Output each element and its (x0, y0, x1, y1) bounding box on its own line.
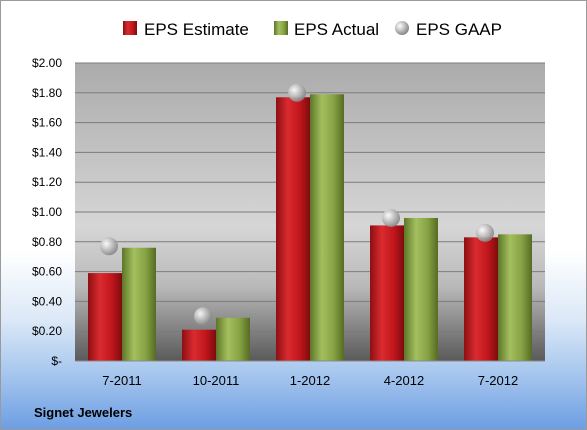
bar-eps-actual-4-2012 (404, 217, 438, 361)
y-tick-label: $0.60 (32, 265, 62, 279)
x-tick-label: 7-2011 (102, 373, 142, 388)
y-tick-label: $0.20 (32, 324, 62, 338)
y-tick-label: $1.00 (32, 205, 62, 219)
marker-eps-gaap-1-2012 (288, 83, 306, 102)
legend: EPS Estimate EPS Actual EPS GAAP (123, 20, 502, 39)
bar-eps-estimate-10-2011 (182, 329, 216, 361)
legend-item-eps-actual: EPS Actual (274, 20, 379, 39)
y-tick-label: $0.40 (32, 294, 62, 308)
legend-item-eps-gaap: EPS GAAP (395, 20, 502, 39)
marker-eps-gaap-7-2012 (476, 223, 494, 242)
bar-eps-estimate-7-2012 (464, 237, 498, 361)
bar-eps-estimate-1-2012 (276, 97, 310, 362)
marker-eps-gaap-4-2012 (382, 208, 400, 227)
x-tick-label: 10-2011 (193, 373, 240, 388)
company-name: Signet Jewelers (34, 405, 132, 420)
marker-eps-gaap-10-2011 (194, 307, 212, 326)
y-tick-label: $1.20 (32, 175, 62, 189)
legend-item-eps-estimate: EPS Estimate (123, 20, 249, 39)
y-tick-label: $0.80 (32, 235, 62, 249)
legend-swatch-eps-gaap (395, 21, 409, 35)
bar-eps-actual-1-2012 (310, 94, 344, 361)
legend-label-eps-estimate: EPS Estimate (144, 20, 249, 39)
bar-eps-actual-10-2011 (216, 317, 250, 361)
bar-eps-estimate-4-2012 (370, 225, 404, 361)
x-tick-label: 7-2012 (478, 373, 518, 388)
bar-eps-actual-7-2012 (498, 234, 532, 361)
y-tick-label: $- (51, 354, 62, 368)
legend-label-eps-actual: EPS Actual (294, 20, 379, 39)
y-tick-label: $1.60 (32, 116, 62, 130)
y-tick-label: $1.80 (32, 86, 62, 100)
y-tick-label: $2.00 (32, 56, 62, 70)
y-tick-label: $1.40 (32, 145, 62, 159)
legend-label-eps-gaap: EPS GAAP (416, 20, 502, 39)
legend-swatch-eps-actual (274, 21, 288, 35)
legend-swatch-eps-estimate (123, 21, 137, 35)
x-tick-label: 1-2012 (290, 373, 330, 388)
x-tick-label: 4-2012 (384, 373, 424, 388)
bar-eps-actual-7-2011 (122, 247, 156, 361)
bar-eps-estimate-7-2011 (88, 273, 122, 361)
marker-eps-gaap-7-2011 (100, 237, 118, 256)
